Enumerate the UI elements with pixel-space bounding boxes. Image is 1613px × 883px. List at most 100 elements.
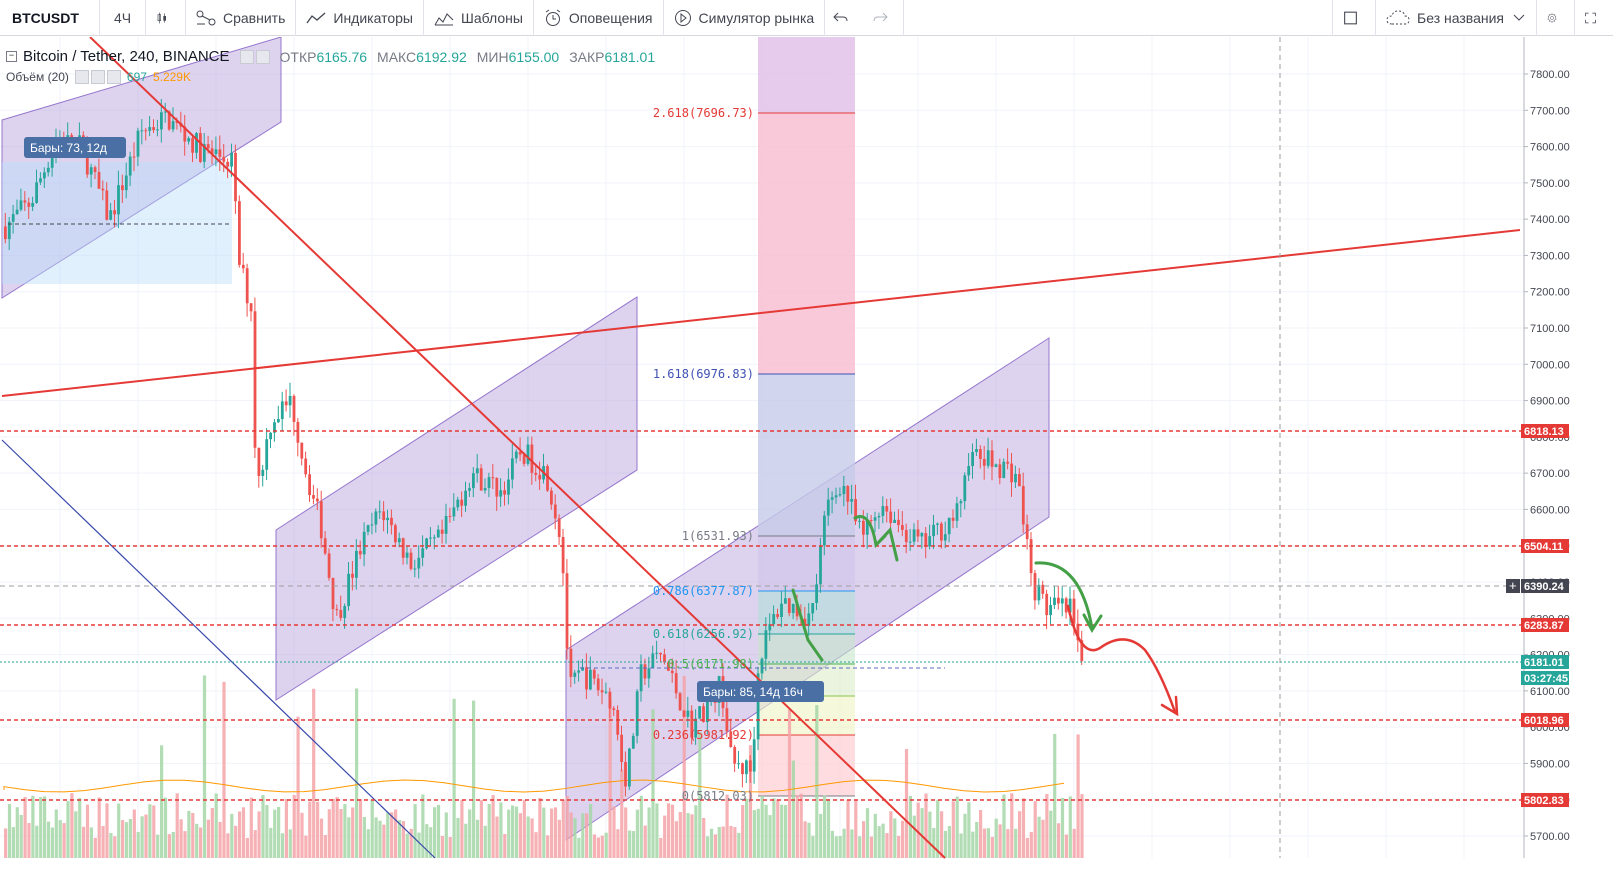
green-forecast-arrow[interactable] xyxy=(791,515,1103,662)
candle-body xyxy=(589,669,592,690)
volume-bar xyxy=(616,829,620,858)
settings-icon[interactable] xyxy=(90,70,105,84)
top-toolbar: BTCUSDT 4Ч Сравнить Индикаторы Шаблоны xyxy=(0,0,1613,36)
redo-button[interactable] xyxy=(864,0,905,36)
red-forecast-arrow[interactable] xyxy=(1066,604,1179,717)
low-label: МИН xyxy=(476,48,509,65)
volume-bar xyxy=(534,832,538,858)
candle-body xyxy=(694,718,698,738)
candle-body xyxy=(670,670,674,674)
volume-bar xyxy=(577,837,581,858)
volume-bar xyxy=(522,800,526,858)
volume-bar xyxy=(830,830,834,858)
candle-body xyxy=(288,395,292,406)
candle-body xyxy=(620,734,623,762)
chart-style-button[interactable] xyxy=(146,0,186,36)
compare-button[interactable]: Сравнить xyxy=(186,0,297,36)
trend-line-blue[interactable] xyxy=(1,439,436,859)
candle-body xyxy=(152,127,155,131)
candle-body xyxy=(160,112,163,130)
price-tick-label: 5900.00 xyxy=(1530,758,1570,770)
candle-body xyxy=(249,303,253,312)
candle-body xyxy=(280,401,284,419)
candle-body xyxy=(378,511,382,513)
candle-body xyxy=(612,708,616,710)
candle-body xyxy=(253,311,257,448)
close-icon[interactable] xyxy=(106,70,121,84)
templates-label: Шаблоны xyxy=(460,9,523,26)
candle-body xyxy=(97,172,101,189)
fullscreen-toggle-button[interactable] xyxy=(1332,0,1377,36)
add-level-button[interactable]: + xyxy=(1506,578,1520,593)
volume-bar xyxy=(472,700,476,858)
candle-body xyxy=(175,121,179,123)
volume-bar xyxy=(647,807,651,858)
volume-bar xyxy=(826,799,831,858)
svg-text:6504.11: 6504.11 xyxy=(1524,541,1563,553)
settings-button[interactable] xyxy=(1537,0,1575,36)
candle-body xyxy=(600,690,604,693)
undo-button[interactable] xyxy=(825,0,864,36)
candle-body xyxy=(865,520,869,535)
candle-body xyxy=(565,573,569,649)
volume-bar xyxy=(854,799,858,858)
replay-button[interactable]: Симулятор рынка xyxy=(664,0,826,36)
price-tick-label: 6600.00 xyxy=(1530,504,1570,516)
volume-bar xyxy=(663,815,667,858)
candle-body xyxy=(823,515,826,546)
volume-bar xyxy=(842,828,846,858)
candle-body xyxy=(655,652,659,654)
candle-body xyxy=(998,464,1002,479)
undo-icon xyxy=(833,12,848,21)
candle-body xyxy=(171,121,175,130)
volume-bar xyxy=(238,811,242,858)
price-tick-label: 7200.00 xyxy=(1530,287,1570,299)
templates-button[interactable]: Шаблоны xyxy=(424,0,534,36)
volume-bar xyxy=(483,825,487,858)
parallel-channel-1[interactable] xyxy=(1,37,282,299)
trend-line-red-down[interactable] xyxy=(89,37,946,859)
volume-bar xyxy=(140,816,144,858)
volume-bar xyxy=(873,813,877,858)
eye-icon[interactable] xyxy=(74,70,89,84)
candle-body xyxy=(795,603,799,617)
legend-buttons[interactable] xyxy=(239,49,270,64)
layout-name-button[interactable]: Без названия xyxy=(1376,0,1537,36)
price-chart[interactable]: 2.618(7696.73) 1.618(6976.83) 1(6531.93) 0.… xyxy=(0,37,1613,883)
volume-bar xyxy=(495,816,499,858)
fib-extension-zones[interactable] xyxy=(758,37,855,797)
volume-bar xyxy=(343,804,347,858)
price-tag: 03:27:45 xyxy=(1521,671,1569,685)
bars-range-badge-2: Бары: 85, 14д 16ч xyxy=(697,681,824,702)
high-value: 6192.92 xyxy=(416,48,467,65)
maximize-button[interactable] xyxy=(1575,0,1613,36)
candle-body xyxy=(631,735,635,749)
candle-body xyxy=(604,691,608,693)
alerts-button[interactable]: Оповещения xyxy=(534,0,664,36)
volume-bar xyxy=(206,819,210,858)
indicators-button[interactable]: Индикаторы xyxy=(296,0,424,36)
collapse-icon[interactable]: − xyxy=(6,51,17,62)
volume-bar xyxy=(148,804,152,858)
volume-bar xyxy=(1029,831,1033,858)
volume-bar xyxy=(82,826,86,858)
settings-icon[interactable] xyxy=(255,49,270,64)
interval-button[interactable]: 4Ч xyxy=(100,0,146,36)
symbol-search-button[interactable]: BTCUSDT xyxy=(0,0,100,36)
candle-body xyxy=(667,662,670,671)
eye-icon[interactable] xyxy=(239,49,254,64)
trend-line-red-up[interactable] xyxy=(1,229,1521,397)
volume-bar xyxy=(74,811,78,858)
volume-bar xyxy=(179,819,183,858)
volume-bar xyxy=(690,814,694,858)
volume-bar xyxy=(604,832,608,858)
volume-bar xyxy=(1049,810,1053,858)
candle-body xyxy=(39,178,42,183)
horizontal-levels[interactable] xyxy=(0,37,1524,858)
volume-bar xyxy=(460,800,464,858)
candle-body xyxy=(27,202,31,207)
volume-bar xyxy=(706,836,710,858)
candle-body xyxy=(366,525,370,532)
volume-bar xyxy=(479,800,483,858)
parallel-channel-2[interactable] xyxy=(275,296,638,701)
